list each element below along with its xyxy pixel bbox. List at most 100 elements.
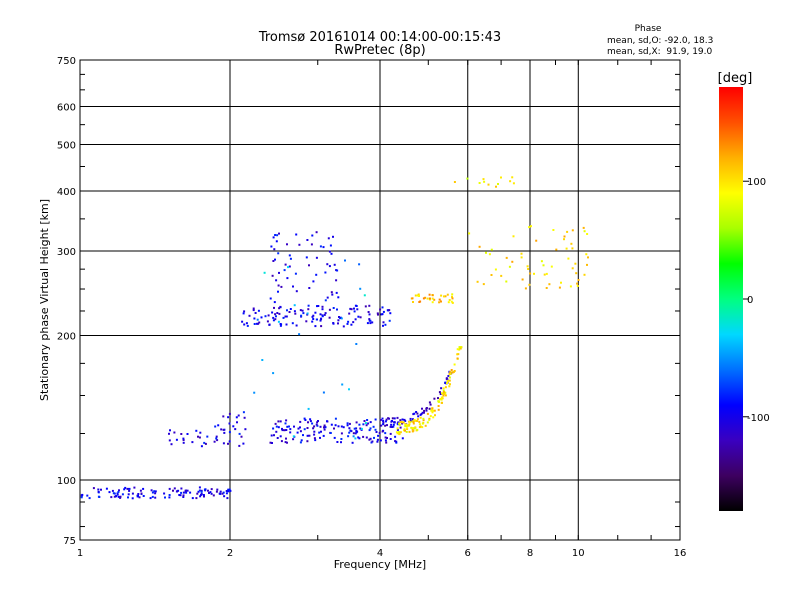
y-tick-label: 100 xyxy=(57,476,76,487)
data-point xyxy=(453,363,456,366)
data-point xyxy=(180,487,183,490)
colorbar-label: [deg] xyxy=(718,71,753,86)
data-point xyxy=(426,297,429,300)
data-point xyxy=(389,438,392,440)
data-point xyxy=(316,305,318,308)
data-point xyxy=(307,304,310,307)
data-point xyxy=(286,277,289,280)
data-point xyxy=(399,431,402,434)
data-point xyxy=(315,256,318,259)
data-point xyxy=(285,419,288,422)
data-point xyxy=(450,369,453,371)
data-point xyxy=(412,427,414,430)
y-axis-label: Stationary phase Virtual Height [km] xyxy=(38,199,51,401)
data-point xyxy=(369,319,372,322)
data-point xyxy=(344,259,346,262)
data-point xyxy=(210,492,213,495)
data-point xyxy=(384,432,387,435)
data-point xyxy=(270,434,273,437)
data-point xyxy=(323,424,326,427)
data-point xyxy=(225,492,228,495)
data-point xyxy=(108,491,111,494)
data-point xyxy=(245,322,248,325)
data-point xyxy=(442,394,445,397)
data-point xyxy=(232,425,235,428)
data-point xyxy=(543,273,546,276)
data-point xyxy=(185,491,188,494)
data-point xyxy=(270,245,273,248)
data-point xyxy=(115,495,118,498)
data-point xyxy=(273,434,275,437)
data-point xyxy=(411,430,414,433)
data-point xyxy=(312,314,315,317)
data-point xyxy=(540,260,543,263)
data-point xyxy=(225,490,228,492)
data-point xyxy=(565,247,568,250)
data-point xyxy=(169,429,171,432)
data-point xyxy=(189,491,192,494)
data-point xyxy=(414,419,417,422)
data-point xyxy=(441,396,443,399)
data-point xyxy=(316,424,319,427)
data-point xyxy=(313,433,316,436)
data-point xyxy=(284,263,287,266)
data-point xyxy=(482,283,485,286)
data-point xyxy=(355,421,358,424)
data-point xyxy=(354,304,357,307)
data-point xyxy=(379,308,382,311)
data-point xyxy=(275,430,278,433)
data-point xyxy=(569,285,572,288)
data-point xyxy=(335,279,338,282)
data-point xyxy=(140,492,143,495)
data-point xyxy=(168,487,171,490)
data-point xyxy=(426,421,429,424)
data-point xyxy=(186,489,189,492)
data-point xyxy=(386,424,388,427)
data-point xyxy=(358,263,361,266)
data-point xyxy=(410,426,413,429)
data-point xyxy=(295,290,298,293)
data-point xyxy=(111,489,114,492)
data-point xyxy=(425,409,428,412)
data-point xyxy=(274,234,277,236)
data-point xyxy=(340,438,343,440)
data-point xyxy=(131,497,134,500)
data-point xyxy=(384,439,387,442)
data-point xyxy=(382,420,385,422)
data-point xyxy=(582,226,585,229)
data-point xyxy=(333,263,336,266)
data-point xyxy=(340,432,343,435)
data-point xyxy=(337,319,340,322)
data-point xyxy=(421,426,424,429)
data-point xyxy=(219,490,222,493)
data-point xyxy=(175,438,178,441)
data-point xyxy=(353,310,356,313)
data-point xyxy=(303,428,306,431)
data-point xyxy=(419,413,422,416)
data-point xyxy=(423,411,425,414)
data-point xyxy=(382,310,385,313)
data-point xyxy=(359,427,362,430)
data-point xyxy=(257,322,260,325)
data-point xyxy=(200,489,203,492)
data-point xyxy=(177,489,180,492)
data-point xyxy=(234,428,237,431)
data-point xyxy=(182,494,185,497)
data-point xyxy=(220,428,223,431)
data-point xyxy=(428,407,431,410)
data-points xyxy=(80,176,589,500)
data-point xyxy=(362,435,365,438)
data-point xyxy=(218,492,221,495)
data-point xyxy=(512,235,515,238)
data-point xyxy=(419,300,422,303)
data-point xyxy=(266,320,269,323)
data-point xyxy=(275,240,278,243)
data-point xyxy=(307,308,310,311)
data-point xyxy=(213,440,216,443)
data-point xyxy=(394,435,397,438)
data-point xyxy=(297,427,300,430)
data-point xyxy=(319,436,321,439)
data-point xyxy=(273,306,275,309)
data-point xyxy=(576,282,579,285)
data-point xyxy=(272,316,275,319)
